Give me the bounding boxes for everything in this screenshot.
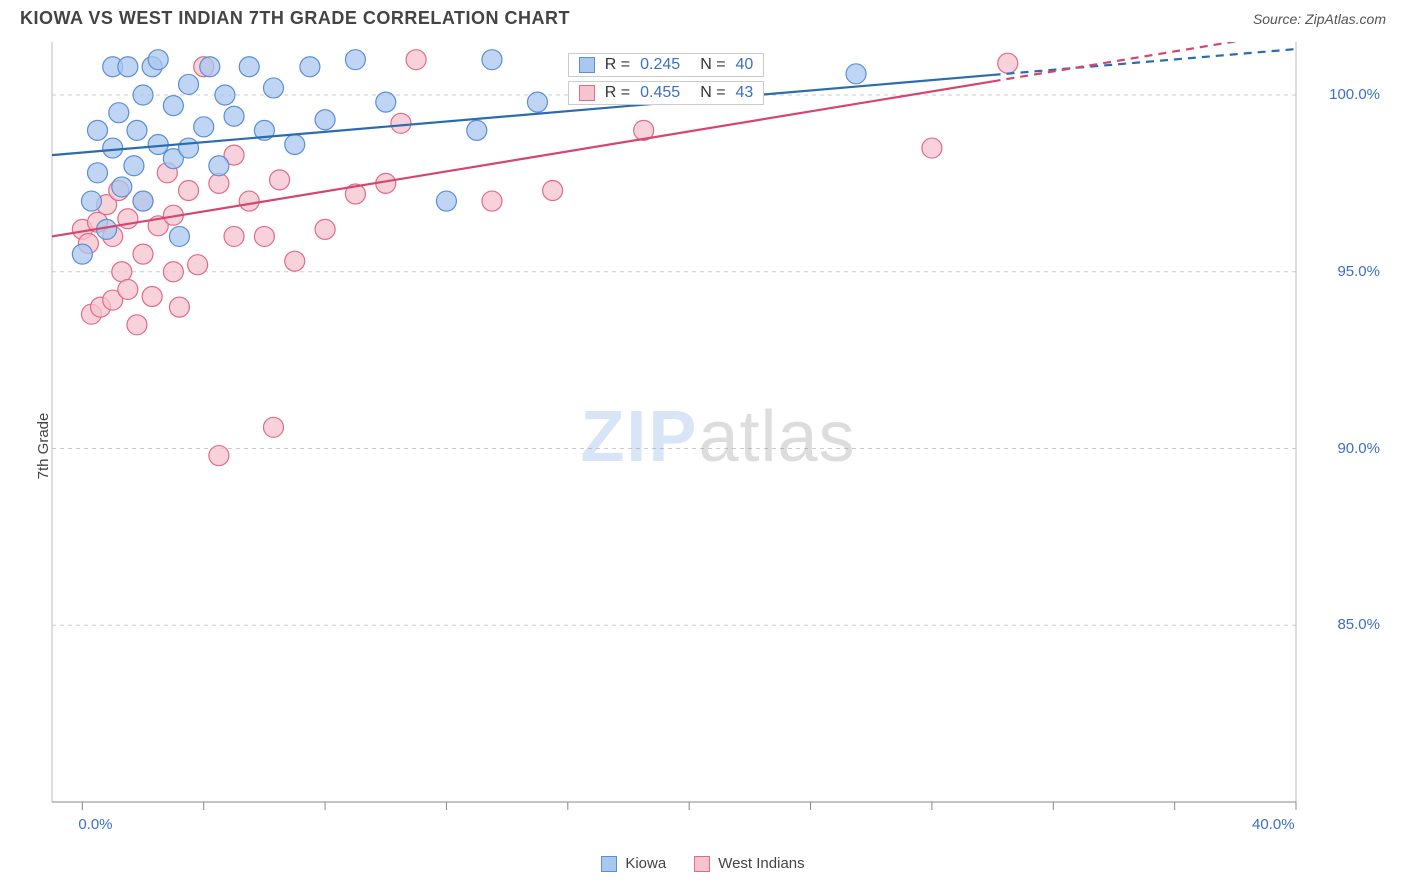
data-point bbox=[224, 226, 244, 246]
corr-n-label: N = bbox=[700, 56, 725, 74]
data-point bbox=[406, 50, 426, 70]
data-point bbox=[88, 120, 108, 140]
data-point bbox=[285, 251, 305, 271]
data-point bbox=[163, 262, 183, 282]
scatter-chart-svg bbox=[50, 42, 1386, 832]
data-point bbox=[315, 110, 335, 130]
data-point bbox=[239, 191, 259, 211]
data-point bbox=[169, 226, 189, 246]
data-point bbox=[127, 315, 147, 335]
data-point bbox=[209, 173, 229, 193]
data-point bbox=[209, 156, 229, 176]
data-point bbox=[148, 50, 168, 70]
bottom-legend: Kiowa West Indians bbox=[0, 855, 1406, 872]
legend-label: West Indians bbox=[718, 855, 804, 872]
y-tick-label: 95.0% bbox=[1337, 263, 1380, 280]
data-point bbox=[436, 191, 456, 211]
data-point bbox=[133, 85, 153, 105]
data-point bbox=[543, 180, 563, 200]
chart-area: ZIPatlas 85.0%90.0%95.0%100.0%0.0%40.0%R… bbox=[50, 42, 1386, 832]
data-point bbox=[391, 113, 411, 133]
data-point bbox=[482, 191, 502, 211]
data-point bbox=[345, 50, 365, 70]
legend-swatch bbox=[601, 856, 617, 872]
legend-swatch bbox=[694, 856, 710, 872]
corr-n-value: 40 bbox=[736, 56, 754, 74]
corr-n-value: 43 bbox=[736, 84, 754, 102]
data-point bbox=[133, 244, 153, 264]
data-point bbox=[376, 92, 396, 112]
data-point bbox=[112, 262, 132, 282]
data-point bbox=[482, 50, 502, 70]
corr-r-value: 0.245 bbox=[640, 56, 680, 74]
data-point bbox=[254, 226, 274, 246]
legend-item: West Indians bbox=[694, 855, 804, 872]
legend-label: Kiowa bbox=[625, 855, 666, 872]
corr-r-value: 0.455 bbox=[640, 84, 680, 102]
data-point bbox=[179, 180, 199, 200]
data-point bbox=[103, 138, 123, 158]
source-attribution: Source: ZipAtlas.com bbox=[1253, 11, 1386, 27]
data-point bbox=[194, 117, 214, 137]
data-point bbox=[81, 191, 101, 211]
data-point bbox=[169, 297, 189, 317]
data-point bbox=[270, 170, 290, 190]
data-point bbox=[315, 219, 335, 239]
data-point bbox=[188, 255, 208, 275]
data-point bbox=[922, 138, 942, 158]
data-point bbox=[285, 135, 305, 155]
y-tick-label: 90.0% bbox=[1337, 440, 1380, 457]
data-point bbox=[224, 106, 244, 126]
series-swatch bbox=[579, 57, 595, 73]
data-point bbox=[209, 446, 229, 466]
corr-r-label: R = bbox=[605, 84, 630, 102]
data-point bbox=[846, 64, 866, 84]
data-point bbox=[263, 78, 283, 98]
data-point bbox=[263, 417, 283, 437]
data-point bbox=[239, 57, 259, 77]
data-point bbox=[142, 287, 162, 307]
data-point bbox=[88, 163, 108, 183]
x-tick-label-right: 40.0% bbox=[1252, 816, 1295, 833]
data-point bbox=[300, 57, 320, 77]
legend-item: Kiowa bbox=[601, 855, 666, 872]
data-point bbox=[112, 177, 132, 197]
data-point bbox=[179, 138, 199, 158]
corr-r-label: R = bbox=[605, 56, 630, 74]
y-tick-label: 85.0% bbox=[1337, 616, 1380, 633]
corr-n-label: N = bbox=[700, 84, 725, 102]
data-point bbox=[527, 92, 547, 112]
data-point bbox=[124, 156, 144, 176]
data-point bbox=[109, 103, 129, 123]
data-point bbox=[998, 53, 1018, 73]
data-point bbox=[215, 85, 235, 105]
data-point bbox=[118, 57, 138, 77]
data-point bbox=[200, 57, 220, 77]
data-point bbox=[118, 279, 138, 299]
data-point bbox=[467, 120, 487, 140]
x-tick-label-left: 0.0% bbox=[78, 816, 112, 833]
series-swatch bbox=[579, 85, 595, 101]
data-point bbox=[133, 191, 153, 211]
correlation-box: R = 0.245 N = 40 bbox=[568, 53, 765, 77]
chart-title: KIOWA VS WEST INDIAN 7TH GRADE CORRELATI… bbox=[20, 8, 570, 29]
data-point bbox=[127, 120, 147, 140]
y-tick-label: 100.0% bbox=[1329, 86, 1380, 103]
data-point bbox=[163, 96, 183, 116]
data-point bbox=[179, 74, 199, 94]
data-point bbox=[72, 244, 92, 264]
correlation-box: R = 0.455 N = 43 bbox=[568, 81, 765, 105]
